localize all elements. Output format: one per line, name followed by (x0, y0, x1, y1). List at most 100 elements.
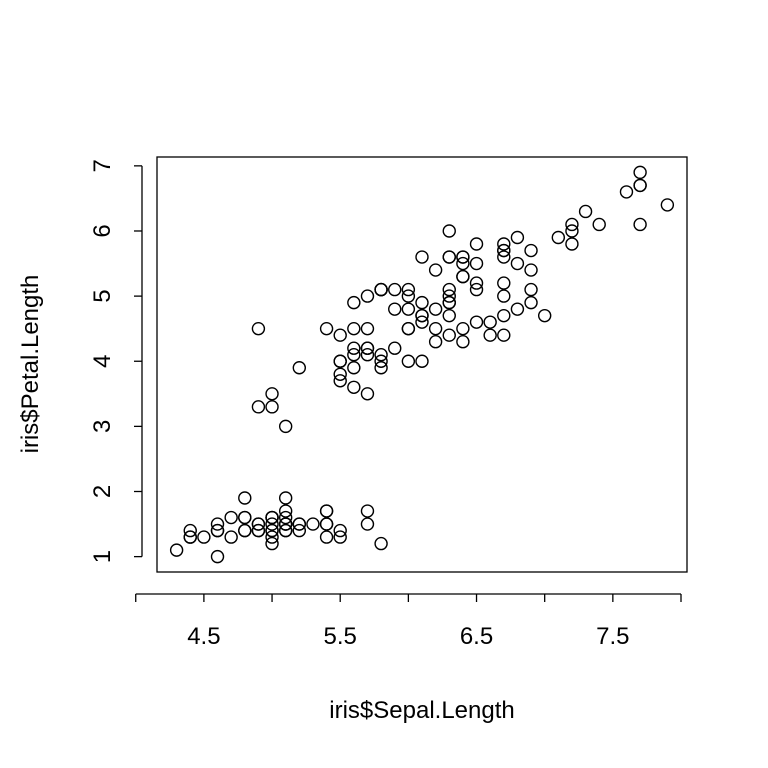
data-point (265, 400, 279, 414)
data-point (360, 341, 375, 355)
data-point (442, 289, 456, 303)
data-point (183, 530, 197, 544)
data-point (374, 354, 388, 368)
data-point (265, 510, 279, 525)
data-point (360, 321, 375, 336)
data-point (238, 491, 252, 505)
data-point (374, 536, 388, 551)
data-point (469, 237, 484, 251)
data-point (278, 523, 293, 538)
data-point (497, 308, 511, 323)
data-point (238, 510, 252, 525)
data-point (415, 315, 429, 329)
data-point (347, 321, 361, 336)
y-tick-label: 7 (89, 159, 116, 172)
data-point (497, 237, 511, 251)
data-point (524, 295, 538, 310)
data-point (251, 523, 266, 538)
data-point (401, 302, 416, 316)
data-point (360, 289, 375, 303)
data-point (633, 178, 647, 193)
data-point (483, 315, 497, 329)
data-point (374, 348, 388, 362)
data-point (551, 230, 566, 245)
x-tick-label: 5.5 (324, 623, 357, 650)
data-point (292, 523, 307, 538)
data-point (278, 517, 293, 531)
data-point (633, 165, 647, 180)
data-point (292, 361, 307, 375)
data-point (497, 243, 511, 258)
data-point (347, 380, 361, 394)
data-point (251, 400, 266, 414)
data-point (306, 517, 320, 531)
data-point (497, 250, 511, 264)
data-point (333, 374, 347, 388)
data-point (388, 341, 402, 355)
data-point (347, 341, 361, 355)
data-point (442, 308, 456, 323)
data-point (565, 224, 579, 238)
data-point (524, 263, 538, 277)
data-point (442, 224, 456, 238)
y-tick-label: 1 (89, 550, 116, 563)
data-point (278, 419, 293, 434)
data-point (510, 302, 525, 316)
data-point (442, 295, 456, 310)
y-tick-label: 2 (89, 485, 116, 498)
x-axis: 4.5 5.5 6.5 7.5 (135, 593, 682, 650)
y-tick-label: 5 (89, 289, 116, 302)
data-point (333, 367, 347, 381)
data-point (360, 348, 375, 362)
data-point (619, 185, 634, 199)
data-point (278, 504, 293, 518)
data-point (374, 282, 388, 297)
data-point (360, 504, 375, 518)
data-point (401, 321, 416, 336)
data-point (497, 289, 511, 303)
data-point (333, 530, 347, 544)
data-point (224, 510, 238, 525)
data-point (265, 387, 279, 401)
data-point (265, 517, 279, 531)
data-point (660, 198, 675, 212)
x-tick-label: 7.5 (596, 623, 629, 650)
data-point (183, 523, 197, 538)
data-point (415, 308, 429, 323)
data-point (565, 217, 579, 232)
data-point (333, 354, 347, 368)
data-point (469, 276, 484, 290)
data-point (197, 530, 211, 544)
y-axis-label: iris$Petal.Length (17, 275, 44, 454)
data-point (456, 335, 470, 349)
data-point (510, 256, 525, 271)
data-point (210, 517, 225, 531)
data-point (265, 523, 279, 538)
x-axis-label: iris$Sepal.Length (329, 697, 514, 724)
data-point (578, 204, 593, 219)
data-point (442, 250, 456, 264)
data-point (456, 321, 470, 336)
data-point (442, 328, 456, 342)
data-point (428, 302, 443, 316)
data-point (428, 335, 443, 349)
data-point (238, 523, 252, 538)
data-point (319, 504, 334, 518)
data-point (442, 282, 456, 297)
data-point (469, 282, 484, 297)
data-point (469, 315, 484, 329)
data-point (333, 328, 347, 342)
data-point (469, 256, 484, 271)
data-point (347, 361, 361, 375)
data-point (633, 217, 647, 232)
data-points (169, 165, 675, 564)
data-point (401, 282, 416, 297)
data-point (428, 263, 443, 277)
data-point (347, 348, 361, 362)
data-point (265, 530, 279, 544)
y-tick-label: 4 (89, 355, 116, 368)
data-point (456, 250, 470, 264)
data-point (456, 256, 470, 271)
data-point (415, 295, 429, 310)
